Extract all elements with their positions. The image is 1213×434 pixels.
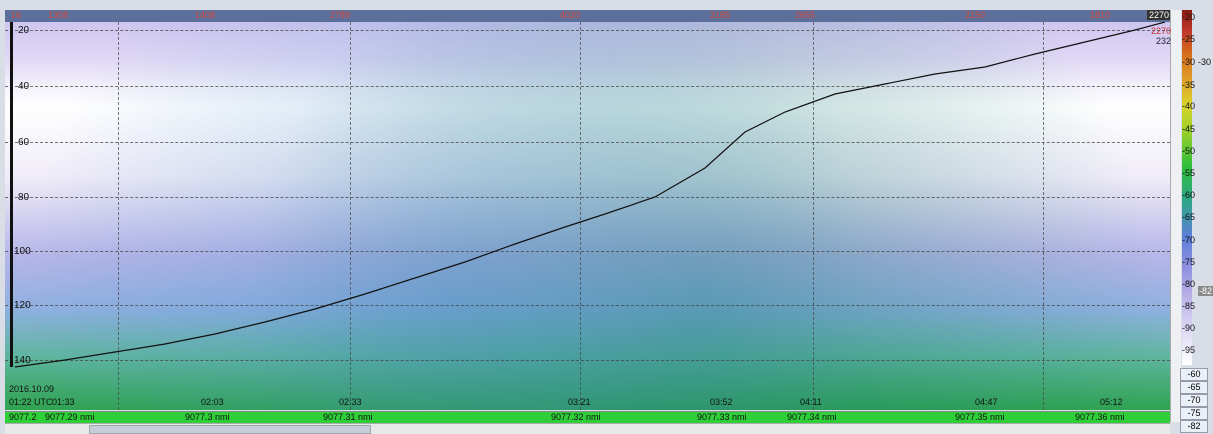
color-scale-label: -82 — [1198, 286, 1213, 296]
time-label: 03:52 — [710, 397, 733, 407]
grid-line — [1043, 22, 1044, 410]
time-axis: 01:33 02:03 02:33 03:21 03:52 04:11 04:4… — [5, 395, 1170, 410]
color-scale-label: -35 — [1182, 80, 1196, 90]
grid-line — [5, 360, 1170, 361]
horizontal-scrollbar[interactable] — [5, 423, 1170, 434]
color-scale-label: -90 — [1182, 323, 1196, 333]
depth-tick-label: 100 — [14, 246, 31, 257]
depth-axis-line — [10, 22, 13, 367]
time-label: 04:11 — [800, 397, 822, 407]
color-scale-label: -95 — [1182, 345, 1196, 355]
color-scale-label: -60 — [1182, 190, 1196, 200]
threshold-box[interactable]: -70 — [1180, 394, 1208, 407]
color-scale-label: -30 — [1198, 57, 1212, 67]
color-scale-label: -20 — [1182, 12, 1196, 22]
top-scale-label: 2270 — [1147, 10, 1172, 20]
right-marker-label: 232 — [1156, 36, 1172, 46]
distance-label: 9077.35 nmi — [955, 412, 1005, 422]
top-scale-label: 2150 — [965, 10, 986, 20]
threshold-box[interactable]: -65 — [1180, 381, 1208, 394]
depth-tick-label: 140 — [14, 355, 31, 366]
distance-label: 9077.36 nmi — [1075, 412, 1125, 422]
time-label: 04:47 — [975, 397, 998, 407]
right-marker-label: 2270 — [1151, 26, 1172, 36]
grid-line — [5, 251, 1170, 252]
threshold-box[interactable]: -75 — [1180, 407, 1208, 420]
top-scale-label: 4020 — [560, 10, 581, 20]
time-label: 03:21 — [568, 397, 591, 407]
grid-line — [5, 197, 1170, 198]
time-label: 02:03 — [201, 397, 224, 407]
grid-line — [813, 22, 814, 410]
track-line — [14, 22, 1166, 368]
color-scale-bar — [1182, 10, 1192, 365]
depth-tick-label: 80 — [18, 192, 30, 203]
grid-line — [5, 305, 1170, 306]
threshold-box[interactable]: -60 — [1180, 368, 1208, 381]
color-scale-label: -85 — [1182, 301, 1196, 311]
color-scale-label: -55 — [1182, 168, 1196, 178]
distance-label: 9077.2 — [9, 412, 37, 422]
echogram-display[interactable] — [5, 22, 1170, 410]
threshold-box[interactable]: -82 — [1180, 420, 1208, 433]
color-scale-label: -45 — [1182, 124, 1196, 134]
distance-label: 9077.33 nmi — [697, 412, 747, 422]
date-label: 2016.10.09 — [9, 384, 55, 394]
top-scale-label: 2789 — [330, 10, 351, 20]
top-scale-label: 3185 — [710, 10, 731, 20]
color-scale-label: -50 — [1182, 146, 1196, 156]
grid-line — [5, 86, 1170, 87]
time-label: 02:33 — [339, 397, 362, 407]
color-scale-label: -80 — [1182, 279, 1196, 289]
distance-label: 9077.34 nmi — [787, 412, 837, 422]
time-label: 05:12 — [1100, 397, 1123, 407]
color-scale-label: -40 — [1182, 101, 1196, 111]
distance-bar: 9077.2 9077.29 nmi 9077.3 nmi 9077.31 nm… — [5, 411, 1170, 423]
depth-tick-label: 120 — [14, 300, 31, 311]
grid-line — [5, 142, 1170, 143]
top-scale-label: 1308 — [48, 10, 69, 20]
vertical-scrollbar[interactable] — [1170, 10, 1181, 422]
grid-line — [350, 22, 351, 410]
scrollbar-thumb[interactable] — [89, 425, 371, 434]
grid-line — [580, 22, 581, 410]
depth-tick-label: 20 — [18, 25, 30, 36]
color-scale-label: -75 — [1182, 257, 1196, 267]
top-scale-label: 2655 — [795, 10, 816, 20]
grid-line — [5, 30, 1170, 31]
top-scale-label: 16 — [11, 10, 22, 20]
top-scale-label: 1810 — [1090, 10, 1111, 20]
distance-label: 9077.3 nmi — [185, 412, 230, 422]
depth-tick-label: 40 — [18, 81, 30, 92]
color-scale-label: -25 — [1182, 34, 1196, 44]
distance-label: 9077.32 nmi — [551, 412, 601, 422]
color-scale-label: -30 — [1182, 57, 1196, 67]
utc-time-label: 01:22 UTC — [9, 397, 53, 407]
top-scale: 16 1308 1408 2789 4020 3185 2655 2150 18… — [5, 10, 1172, 22]
depth-tick-label: 60 — [18, 137, 30, 148]
color-scale-label: -65 — [1182, 212, 1196, 222]
distance-label: 9077.29 nmi — [45, 412, 95, 422]
grid-line — [118, 22, 119, 410]
time-label: 01:33 — [52, 397, 75, 407]
color-scale-label: -70 — [1182, 235, 1196, 245]
top-scale-label: 1408 — [195, 10, 216, 20]
distance-label: 9077.31 nmi — [323, 412, 373, 422]
